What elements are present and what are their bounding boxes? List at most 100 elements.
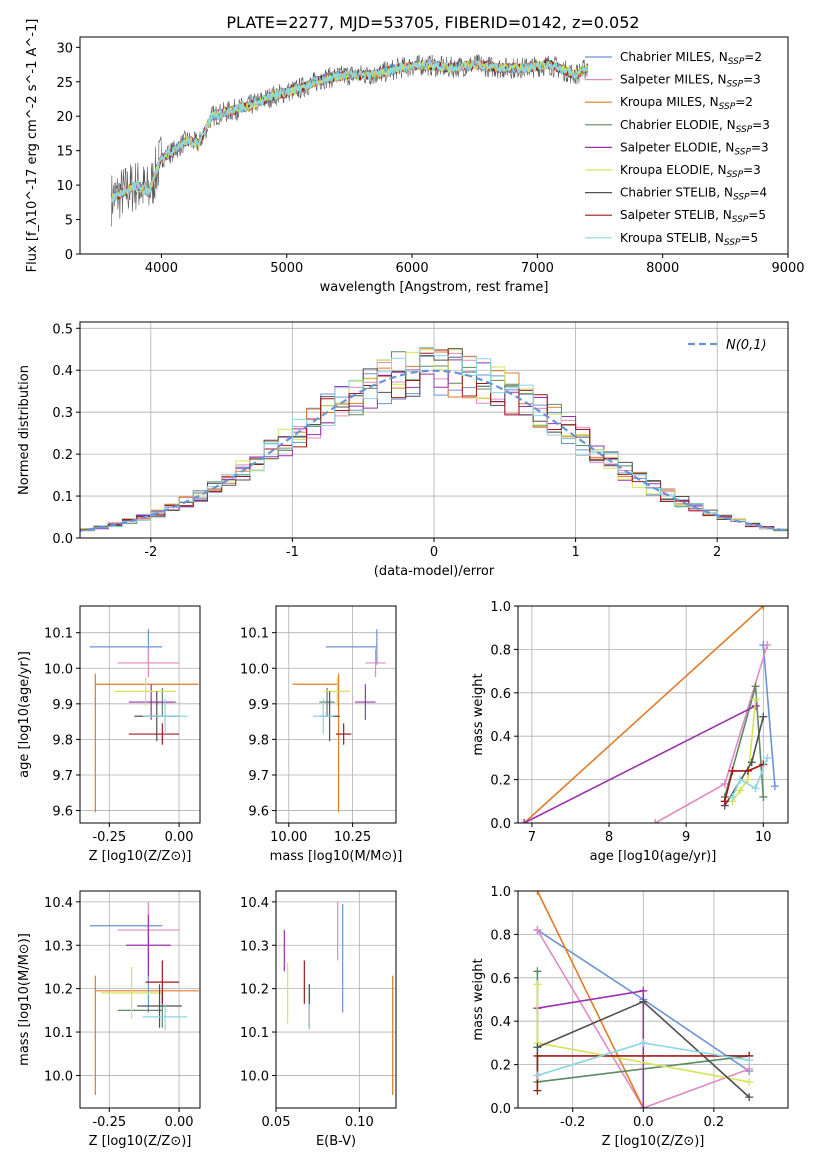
- y-tick-label: 0.4: [52, 364, 73, 379]
- x-tick-label: 5000: [270, 261, 303, 276]
- x-axis-label: E(B-V): [316, 1134, 356, 1149]
- y-tick-label: 10.1: [240, 627, 269, 642]
- weight-marker: [533, 1086, 542, 1095]
- y-tick-label: 0.3: [52, 406, 73, 421]
- y-tick-label: 0.2: [52, 448, 73, 463]
- legend-entry: Kroupa MILES, NSSP=2: [620, 95, 753, 112]
- histogram-4: [80, 355, 788, 531]
- axes-frame: [79, 890, 201, 1109]
- y-tick-label: 10.0: [240, 1069, 269, 1084]
- figure-title: PLATE=2277, MJD=53705, FIBERID=0142, z=0…: [226, 13, 639, 32]
- axes-frame: [275, 890, 397, 1109]
- y-tick-label: 0.2: [490, 774, 511, 789]
- y-tick-label: 9.9: [248, 698, 269, 713]
- x-axis-label: Z [log10(Z/Z⊙)]: [602, 1134, 705, 1149]
- y-tick-label: 10.1: [44, 1026, 73, 1041]
- weight-marker: [745, 1093, 754, 1102]
- y-tick-label: 1.0: [490, 885, 511, 900]
- x-tick-label: -2: [144, 545, 157, 560]
- weight-marker: [520, 819, 529, 823]
- legend-entry: Salpeter ELODIE, NSSP=3: [620, 140, 769, 157]
- axes-frame: [275, 605, 397, 824]
- weight-marker: [745, 1064, 754, 1073]
- panel-4: 10.00 10.25 9.6 9.7 9.8 9.9 10.0 10.1 mass [log1…: [240, 605, 403, 864]
- x-tick-label: 2: [713, 545, 721, 560]
- y-tick-label: 10.1: [240, 1026, 269, 1041]
- axes-frame: [517, 605, 789, 824]
- panel-6: -0.25 0.00 10.0 10.1 10.2 10.3 10.4 Z [log10(Z/…: [17, 890, 201, 1149]
- y-tick-label: 10.3: [44, 939, 73, 954]
- x-tick-label: 0.05: [262, 1115, 291, 1130]
- weight-marker: [763, 753, 772, 762]
- legend-entry: Salpeter STELIB, NSSP=5: [620, 208, 766, 225]
- y-tick-label: 9.9: [52, 698, 73, 713]
- panel-1: 4000 5000 6000 7000 8000 9000 0 5 10 15 20 25 30 wave…: [25, 19, 805, 295]
- x-tick-label: 0.00: [165, 1115, 194, 1130]
- y-tick-label: 10.3: [240, 939, 269, 954]
- weight-marker: [728, 792, 737, 801]
- weight-marker: [639, 986, 648, 995]
- weight-marker: [770, 782, 779, 791]
- y-tick-label: 0.0: [490, 1102, 511, 1117]
- y-axis-label: age [log10(age/yr)]: [17, 651, 32, 778]
- weight-line-1: [536, 929, 750, 1108]
- y-tick-label: 9.7: [52, 769, 73, 784]
- plot-area: [89, 629, 199, 813]
- weight-marker: [745, 1077, 754, 1086]
- y-tick-label: 0.4: [490, 1015, 511, 1030]
- y-tick-label: 15: [56, 145, 73, 160]
- weight-marker: [747, 758, 756, 767]
- panel-7: 0.05 0.10 10.0 10.1 10.2 10.3 10.4 E(B-V): [240, 890, 397, 1149]
- x-tick-label: 9000: [771, 261, 804, 276]
- y-tick-label: 9.6: [248, 805, 269, 820]
- weight-marker: [728, 766, 737, 775]
- y-tick-label: 10.4: [44, 896, 73, 911]
- y-axis-label: mass [log10(M/M⊙)]: [17, 933, 32, 1066]
- weight-marker: [533, 967, 542, 976]
- x-tick-label: 10.00: [270, 830, 307, 845]
- x-tick-label: 7000: [521, 261, 554, 276]
- x-axis-label: (data-model)/error: [374, 564, 495, 579]
- axes-frame: [517, 890, 789, 1109]
- plot-area: [520, 606, 779, 823]
- y-tick-label: 0.2: [490, 1059, 511, 1074]
- plot-area: [89, 901, 199, 1095]
- x-tick-label: 0.10: [345, 1115, 374, 1130]
- y-tick-label: 10.0: [44, 662, 73, 677]
- legend-entry: Chabrier MILES, NSSP=2: [620, 50, 762, 67]
- panel-8: -0.2 0.0 0.2 0.0 0.2 0.4 0.6 0.8 1.0 Z [log10(Z/Z…: [471, 885, 789, 1149]
- weight-marker: [745, 1056, 754, 1065]
- weight-line-1: [654, 644, 768, 823]
- legend-entry: Kroupa STELIB, NSSP=5: [620, 231, 758, 248]
- weight-line-7: [723, 763, 764, 802]
- plot-area: [110, 53, 588, 227]
- y-tick-label: 0.5: [52, 322, 73, 337]
- normal-curve: [80, 369, 788, 532]
- weight-marker: [759, 606, 768, 610]
- y-tick-label: 0.6: [490, 972, 511, 987]
- y-tick-label: 10.1: [44, 627, 73, 642]
- y-tick-label: 0.8: [490, 643, 511, 658]
- weight-marker: [533, 891, 542, 895]
- weight-marker: [751, 784, 760, 793]
- legend-entry: N(0,1): [726, 338, 767, 353]
- y-tick-label: 9.7: [248, 769, 269, 784]
- x-tick-label: 10.25: [334, 830, 371, 845]
- y-tick-label: 20: [56, 110, 73, 125]
- weight-marker: [533, 1071, 542, 1080]
- y-tick-label: 0.0: [52, 532, 73, 547]
- plot-area: [80, 346, 788, 532]
- legend-entry: Chabrier ELODIE, NSSP=3: [620, 118, 770, 135]
- plot-area: [533, 891, 754, 1108]
- weight-line-0: [762, 644, 776, 787]
- y-tick-label: 30: [56, 41, 73, 56]
- weight-line-4: [523, 705, 756, 823]
- x-axis-label: mass [log10(M/M⊙)]: [270, 849, 403, 864]
- model-spectrum-8: [110, 59, 588, 204]
- y-tick-label: 10.2: [44, 983, 73, 998]
- x-tick-label: 0.0: [633, 1115, 654, 1130]
- weight-marker: [763, 641, 772, 650]
- x-tick-label: 0: [430, 545, 438, 560]
- x-tick-label: 8: [605, 830, 613, 845]
